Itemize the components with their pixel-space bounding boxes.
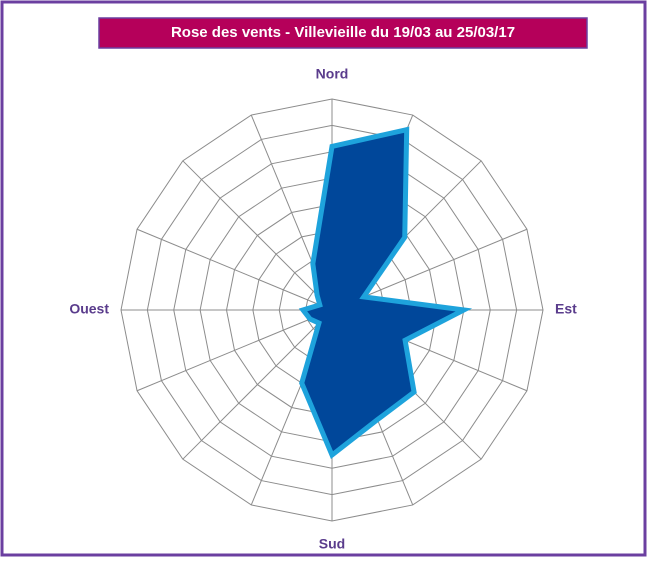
spoke [182,309,333,460]
category-label: Est [555,301,577,317]
radar-area [298,126,473,460]
category-label: Sud [319,536,345,552]
title-box [98,17,588,49]
category-label: Nord [316,66,349,82]
spoke [182,160,333,311]
chart-title: Rose des vents - Villevieille du 19/03 a… [171,24,515,41]
spoke [136,309,333,392]
category-label: Ouest [69,301,109,317]
spoke [136,228,333,311]
